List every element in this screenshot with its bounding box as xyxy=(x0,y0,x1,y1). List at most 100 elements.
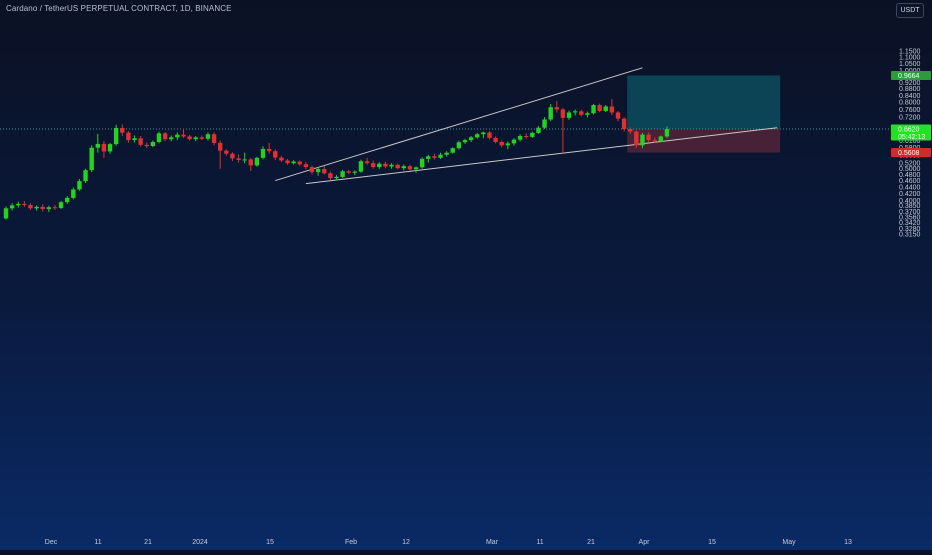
price-chart[interactable] xyxy=(0,0,890,535)
candle-down xyxy=(560,109,566,118)
candle-up xyxy=(389,164,394,167)
candle-up xyxy=(193,137,198,140)
candle-up xyxy=(113,127,119,145)
candle-down xyxy=(579,111,584,115)
candle-down xyxy=(211,134,217,143)
time-tick-label: Feb xyxy=(345,539,357,546)
candle-up xyxy=(65,197,70,203)
target-zone xyxy=(627,75,781,130)
time-axis-svg: Dec 11 21 2024 15 Feb 12 Mar 11 21 Apr 15 May 13 xyxy=(45,539,852,546)
target-price-tag xyxy=(891,70,931,80)
price-tick-label: 0.8400 xyxy=(899,93,921,100)
stop-price-tag-text: 0.5608 xyxy=(898,150,920,157)
candle-down xyxy=(22,203,27,206)
candle-up xyxy=(658,136,664,142)
time-tick-label: Apr xyxy=(639,539,651,546)
candle-down xyxy=(303,164,309,168)
time-tick-label: 11 xyxy=(536,539,543,546)
candle-down xyxy=(371,163,376,168)
price-tick-label: 0.8000 xyxy=(899,100,921,107)
price-tick-label: 0.3420 xyxy=(899,220,921,227)
candle-up xyxy=(438,154,443,158)
candle-up xyxy=(603,106,608,111)
price-axis-svg: 0.31500.32800.34200.35600.37000.38500.40… xyxy=(891,48,931,239)
price-tick-label: 0.3560 xyxy=(899,214,921,221)
candle-down xyxy=(187,136,192,140)
time-tick-label: 12 xyxy=(402,539,410,546)
candle-down xyxy=(52,207,58,209)
price-tick-label: 1.1500 xyxy=(899,48,921,55)
candle-up xyxy=(315,169,321,173)
candle-down xyxy=(40,206,45,210)
price-tick-label: 0.3700 xyxy=(899,209,921,216)
candle-down xyxy=(328,173,333,179)
candle-down xyxy=(554,107,559,110)
candle-up xyxy=(3,208,9,219)
candle-down xyxy=(395,164,400,169)
time-tick-label: Dec xyxy=(45,539,58,546)
candle-up xyxy=(468,137,474,141)
price-tick-label: 0.3150 xyxy=(899,232,921,239)
candle-up xyxy=(377,163,382,168)
price-tick-label: 0.3280 xyxy=(899,226,921,233)
price-tick-label: 0.4000 xyxy=(899,198,921,205)
candle-up xyxy=(548,107,553,120)
candle-up xyxy=(358,161,364,172)
candle-down xyxy=(120,127,125,133)
candle-down xyxy=(181,134,186,137)
candle-up xyxy=(83,170,88,182)
candle-down xyxy=(224,150,229,154)
candle-up xyxy=(481,132,486,135)
candle-down xyxy=(646,134,651,141)
symbol-title: Cardano / TetherUS PERPETUAL CONTRACT, 1… xyxy=(6,4,232,13)
candle-up xyxy=(150,141,156,147)
time-axis[interactable]: Dec 11 21 2024 15 Feb 12 Mar 11 21 Apr 15 May 13 xyxy=(0,535,890,550)
price-tick-label: 0.4600 xyxy=(899,178,921,185)
candle-up xyxy=(505,143,511,146)
upper-trendline xyxy=(275,67,643,182)
target-price-tag-text: 0.9664 xyxy=(898,73,920,80)
price-tick-label: 0.4400 xyxy=(899,184,921,191)
candle-up xyxy=(566,112,572,118)
time-tick-label: Mar xyxy=(486,539,499,546)
candle-down xyxy=(524,136,529,138)
price-tick-label: 0.5200 xyxy=(899,161,921,168)
candle-down xyxy=(322,169,327,174)
price-axis[interactable]: 0.3150 0.3280 0.3420 0.3560 0.3700 0.3850 0.40… xyxy=(890,0,932,550)
candle-up xyxy=(585,113,590,115)
candle-up xyxy=(462,140,468,143)
candle-up xyxy=(475,134,480,138)
candle-up xyxy=(9,205,15,209)
candle-up xyxy=(95,143,100,148)
chart-area[interactable] xyxy=(0,0,890,535)
candle-up xyxy=(572,111,578,113)
currency-button[interactable]: USDT xyxy=(896,3,924,18)
candle-up xyxy=(542,119,547,128)
candle-down xyxy=(432,156,437,158)
price-tick-label: 1.0500 xyxy=(899,61,921,68)
candle-up xyxy=(58,202,64,208)
time-tick-label: 21 xyxy=(587,539,595,546)
candle-up xyxy=(530,132,535,137)
candle-down xyxy=(279,157,284,161)
candle-up xyxy=(591,105,596,114)
candle-down xyxy=(101,143,107,152)
candle-up xyxy=(175,134,180,138)
candle-down xyxy=(634,131,639,146)
time-tick-label: 2024 xyxy=(192,539,208,546)
candle-up xyxy=(444,152,449,155)
stop-price-tag xyxy=(891,147,931,157)
price-tick-label: 0.6100 xyxy=(899,138,921,145)
candle-down xyxy=(597,105,602,111)
time-tick-label: 13 xyxy=(844,539,852,546)
price-tick-label: 1.1000 xyxy=(899,55,921,62)
price-tick-label: 0.8800 xyxy=(899,86,921,93)
candle-down xyxy=(28,205,33,209)
candle-down xyxy=(383,163,388,167)
candle-down xyxy=(273,151,278,158)
time-tick-label: 15 xyxy=(266,539,274,546)
candle-down xyxy=(652,140,657,142)
price-tick-label: 0.7200 xyxy=(899,115,921,122)
candle-up xyxy=(352,171,358,173)
candle-down xyxy=(162,133,168,140)
